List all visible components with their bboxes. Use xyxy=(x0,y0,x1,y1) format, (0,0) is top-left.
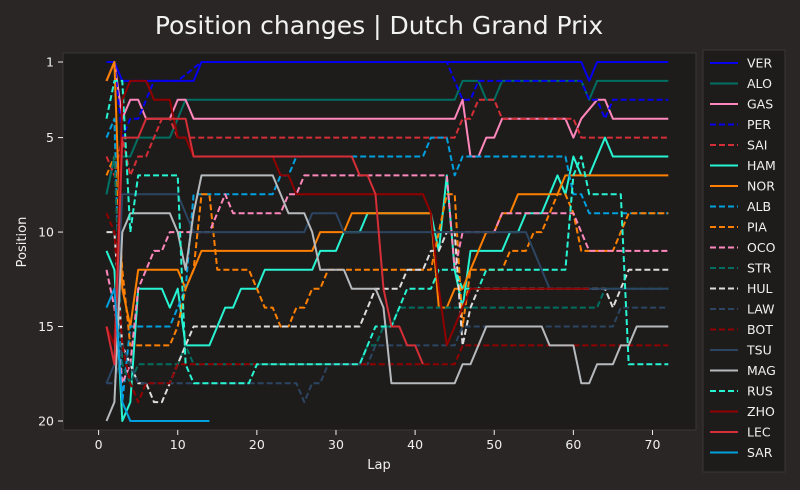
legend-label-gas: GAS xyxy=(747,97,773,112)
y-tick-label: 15 xyxy=(38,319,54,334)
legend: VER ALO GAS PER SAI HAM NOR ALB PIA OCO STR HUL LAW B… xyxy=(710,56,776,460)
legend-label-alb: ALB xyxy=(747,199,771,214)
chart-title: Position changes | Dutch Grand Prix xyxy=(155,11,603,40)
legend-label-hul: HUL xyxy=(747,281,773,296)
series-line-pia xyxy=(105,155,669,347)
series-line-sai xyxy=(105,98,669,177)
legend-label-oco: OCO xyxy=(747,240,776,255)
y-tick-label: 5 xyxy=(46,130,54,145)
legend-label-ham: HAM xyxy=(747,158,776,173)
series-line-per xyxy=(106,61,669,139)
series-line-rus xyxy=(105,79,669,385)
series-line-lec xyxy=(105,117,424,366)
series-line-gas xyxy=(105,61,669,158)
series-line-zho xyxy=(105,79,590,347)
legend-label-nor: NOR xyxy=(747,179,775,194)
y-axis-label: Position xyxy=(15,217,30,268)
x-tick-label: 30 xyxy=(328,437,344,452)
legend-box xyxy=(702,49,786,473)
series-line-ver xyxy=(106,61,669,82)
y-tick-label: 1 xyxy=(46,55,54,70)
legend-label-mag: MAG xyxy=(747,363,776,378)
legend-label-pia: PIA xyxy=(747,220,767,235)
legend-label-per: PER xyxy=(747,117,771,132)
legend-label-sai: SAI xyxy=(747,138,767,153)
x-tick-label: 70 xyxy=(645,437,661,452)
legend-label-tsu: TSU xyxy=(746,343,772,358)
legend-label-sar: SAR xyxy=(747,445,773,460)
legend-label-lec: LEC xyxy=(747,425,771,440)
legend-label-str: STR xyxy=(747,261,772,276)
series-line-sar xyxy=(105,287,210,422)
y-tick-label: 20 xyxy=(38,414,54,429)
legend-label-law: LAW xyxy=(747,302,774,317)
x-tick-label: 60 xyxy=(565,437,581,452)
legend-label-alo: ALO xyxy=(747,76,772,91)
legend-label-zho: ZHO xyxy=(747,404,775,419)
series-line-tsu xyxy=(105,193,669,384)
x-tick-label: 0 xyxy=(95,437,103,452)
series-line-mag xyxy=(105,174,669,422)
series-line-bot xyxy=(105,212,669,404)
y-tick-label: 10 xyxy=(38,225,54,240)
x-tick-label: 50 xyxy=(486,437,502,452)
x-tick-label: 40 xyxy=(407,437,423,452)
legend-label-rus: RUS xyxy=(747,384,773,399)
series-layer xyxy=(105,61,669,422)
series-line-law xyxy=(106,306,669,404)
series-line-oco xyxy=(105,174,669,385)
legend-label-ver: VER xyxy=(747,56,772,71)
x-axis-label: Lap xyxy=(367,458,390,473)
x-tick-label: 10 xyxy=(170,437,186,452)
x-tick-label: 20 xyxy=(249,437,265,452)
legend-label-bot: BOT xyxy=(747,322,773,337)
